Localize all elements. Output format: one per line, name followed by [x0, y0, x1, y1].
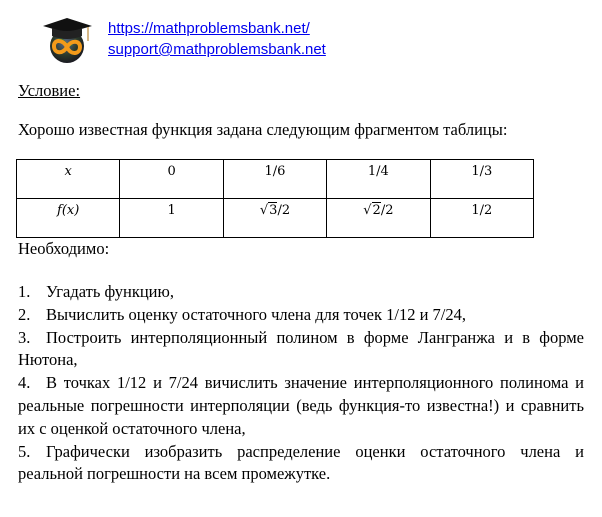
site-logo [40, 14, 96, 66]
graduation-cap-globe-logo-icon [43, 18, 92, 63]
row-label: x [15, 159, 121, 199]
table-cell: 1 [119, 198, 224, 238]
table-row-x: x 0 1/6 1/4 1/3 [15, 159, 535, 199]
table-cell: √2/2 [326, 198, 431, 238]
condition-heading: Условие: [18, 81, 81, 100]
table-cell: √3/2 [222, 198, 328, 238]
list-item: 2. Вычислить оценку остаточного члена для… [18, 304, 467, 324]
table-row-fx: f(x) 1 √3/2 √2/2 1/2 [15, 198, 535, 238]
function-table: x 0 1/6 1/4 1/3 f(x) 1 √3/2 √2/2 1/2 [15, 159, 535, 238]
list-item: 5. Графически изобразить распределение оц… [18, 441, 584, 484]
table-cell: 1/3 [429, 159, 535, 199]
table-cell: 1/4 [326, 159, 431, 199]
row-label: f(x) [15, 198, 121, 238]
list-item: 4. В точках 1/12 и 7/24 вичислить значени… [18, 373, 584, 438]
intro-text: Хорошо известная функция задана следующи… [18, 120, 508, 139]
table-cell: 1/6 [222, 159, 328, 199]
website-link[interactable]: https://mathproblemsbank.net/ [108, 20, 310, 37]
list-item: 3. Построить интерполяционный полином в ф… [18, 327, 584, 370]
task-list: 1. Угадать функцию, 2. Вычислить оценку ос… [18, 281, 584, 486]
table-cell: 1/2 [429, 198, 535, 238]
list-item: 1. Угадать функцию, [18, 282, 174, 301]
required-heading: Необходимо: [18, 239, 110, 258]
support-email-link[interactable]: support@mathproblemsbank.net [108, 41, 326, 58]
table-cell: 0 [119, 159, 224, 199]
